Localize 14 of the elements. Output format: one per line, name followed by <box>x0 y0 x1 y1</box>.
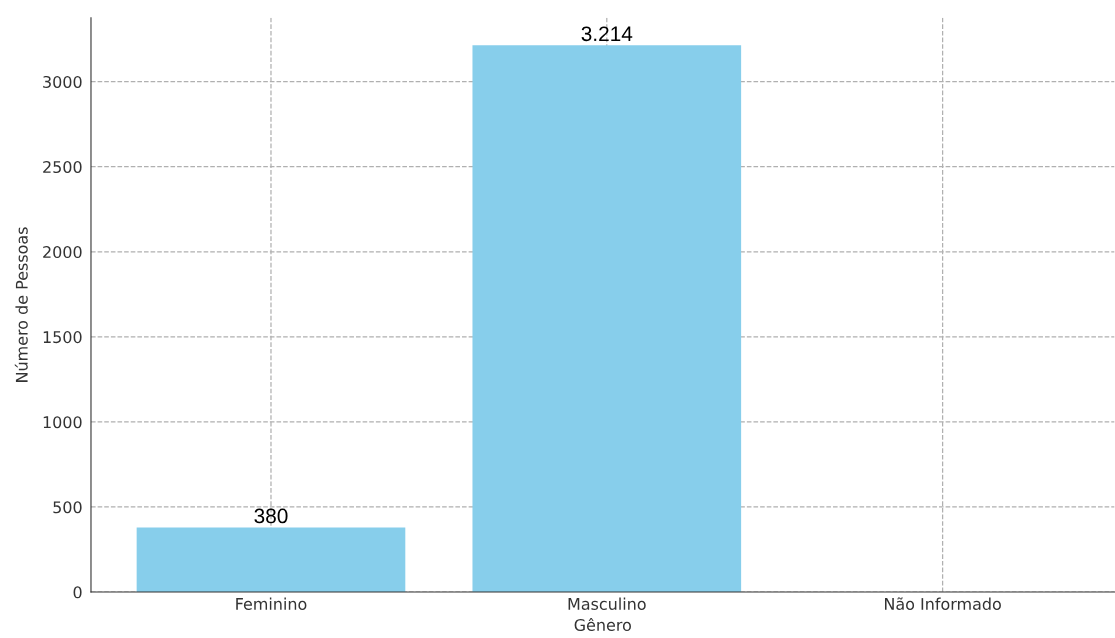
y-tick-label: 1000 <box>43 416 82 429</box>
y-tick-label: 3000 <box>43 75 82 88</box>
x-tick-label: Não Informado <box>885 597 1001 610</box>
data-label: 380 <box>254 508 288 524</box>
y-tick-label: 2000 <box>43 246 82 259</box>
y-tick-label: 2500 <box>43 160 82 174</box>
x-axis-title: Gênero <box>574 617 631 631</box>
data-label: 3.214 <box>581 26 633 42</box>
y-tick-label: 0 <box>73 586 82 599</box>
x-tick-label: Masculino <box>568 597 646 610</box>
y-tick-label: 500 <box>53 501 82 514</box>
y-axis-title: Número de Pessoas <box>14 227 28 382</box>
y-tick-label: 1500 <box>43 331 82 344</box>
x-tick-label: Feminino <box>236 597 307 610</box>
